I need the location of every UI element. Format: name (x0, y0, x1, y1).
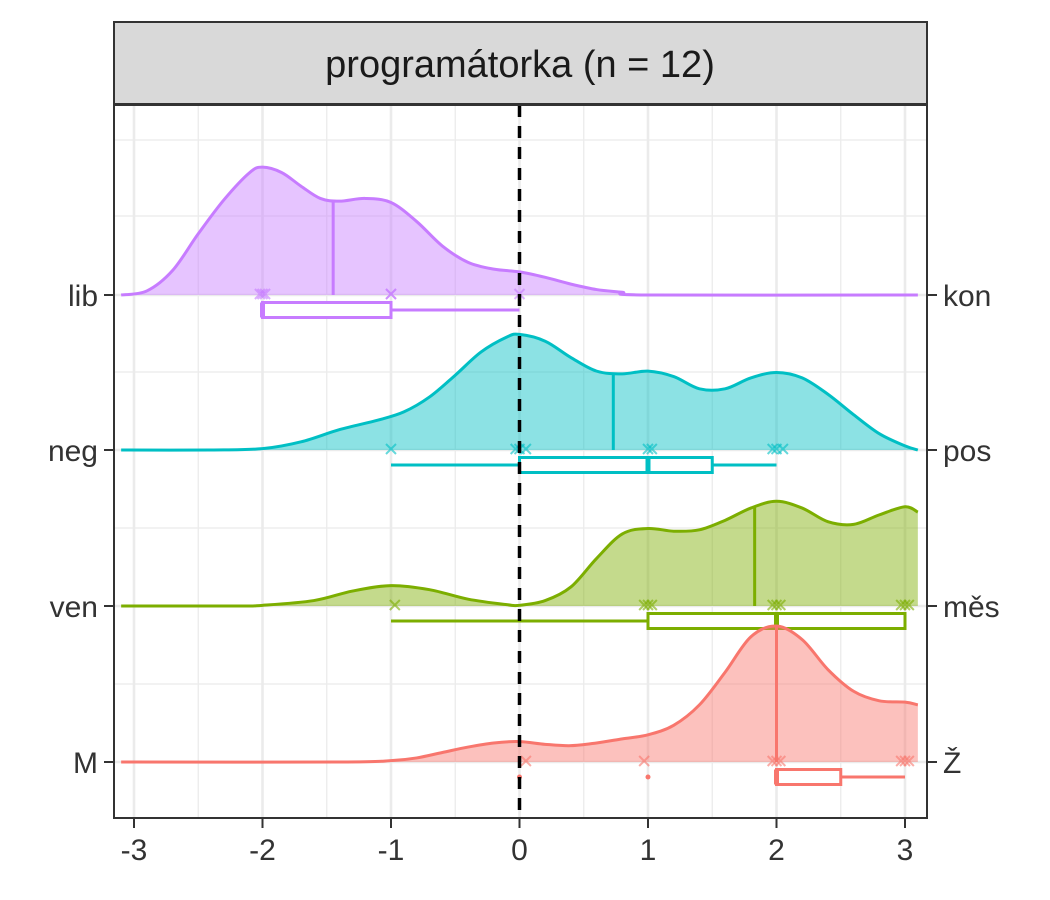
data-point (642, 443, 654, 455)
data-point (642, 599, 654, 611)
ridge-lib-kon (120, 165, 918, 319)
ridge-ven-měs (121, 499, 919, 630)
strip-title: programátorka (n = 12) (325, 44, 715, 86)
density-line (121, 499, 919, 608)
density-area (121, 501, 918, 607)
data-point (646, 443, 658, 455)
data-point (646, 599, 658, 611)
x-tick-label: 0 (511, 834, 528, 867)
outlier-point (645, 774, 651, 780)
density-line (120, 165, 918, 297)
data-point (899, 755, 911, 767)
data-point (774, 755, 787, 767)
y-label-left: neg (48, 435, 98, 468)
ridge-neg-pos (121, 332, 919, 474)
x-tick-label: 1 (640, 834, 657, 867)
y-label-left: M (73, 747, 98, 780)
x-tick-label: -2 (249, 834, 276, 867)
data-point (385, 288, 397, 300)
data-point (520, 755, 532, 767)
data-point (256, 288, 269, 300)
density-line (121, 332, 919, 452)
y-axis-left: lib neg ven M (48, 280, 114, 780)
x-tick-label: -1 (378, 834, 405, 867)
data-point (903, 599, 915, 611)
y-label-left: lib (68, 280, 98, 313)
density-area (121, 334, 918, 451)
data-point (903, 755, 915, 767)
y-label-right: pos (943, 435, 991, 468)
y-label-right: kon (943, 280, 991, 313)
data-point (259, 288, 271, 300)
y-label-right: Ž (943, 747, 961, 780)
x-tick-label: -3 (121, 834, 148, 867)
density-area (121, 625, 918, 763)
y-axis-right: kon pos měs Ž (927, 280, 1000, 780)
data-point (638, 755, 650, 767)
data-point (770, 599, 783, 611)
ridge-M-Ž (121, 624, 919, 786)
density-line (121, 624, 919, 764)
data-point (770, 755, 783, 767)
data-point (385, 443, 397, 455)
data-point (520, 443, 532, 455)
data-point (389, 599, 401, 611)
x-axis: -3 -2 -1 0 1 2 3 (121, 818, 914, 867)
y-label-right: měs (943, 591, 1000, 624)
box (518, 456, 714, 474)
box (775, 768, 843, 786)
x-tick-label: 2 (768, 834, 785, 867)
y-label-left: ven (50, 591, 98, 624)
strip-background (113, 21, 928, 105)
data-point (254, 288, 266, 300)
data-point (899, 599, 911, 611)
box (261, 301, 393, 319)
x-tick-label: 3 (897, 834, 914, 867)
data-point (766, 443, 779, 455)
data-point (777, 443, 789, 455)
data-point (774, 599, 787, 611)
series-layer (120, 165, 919, 786)
